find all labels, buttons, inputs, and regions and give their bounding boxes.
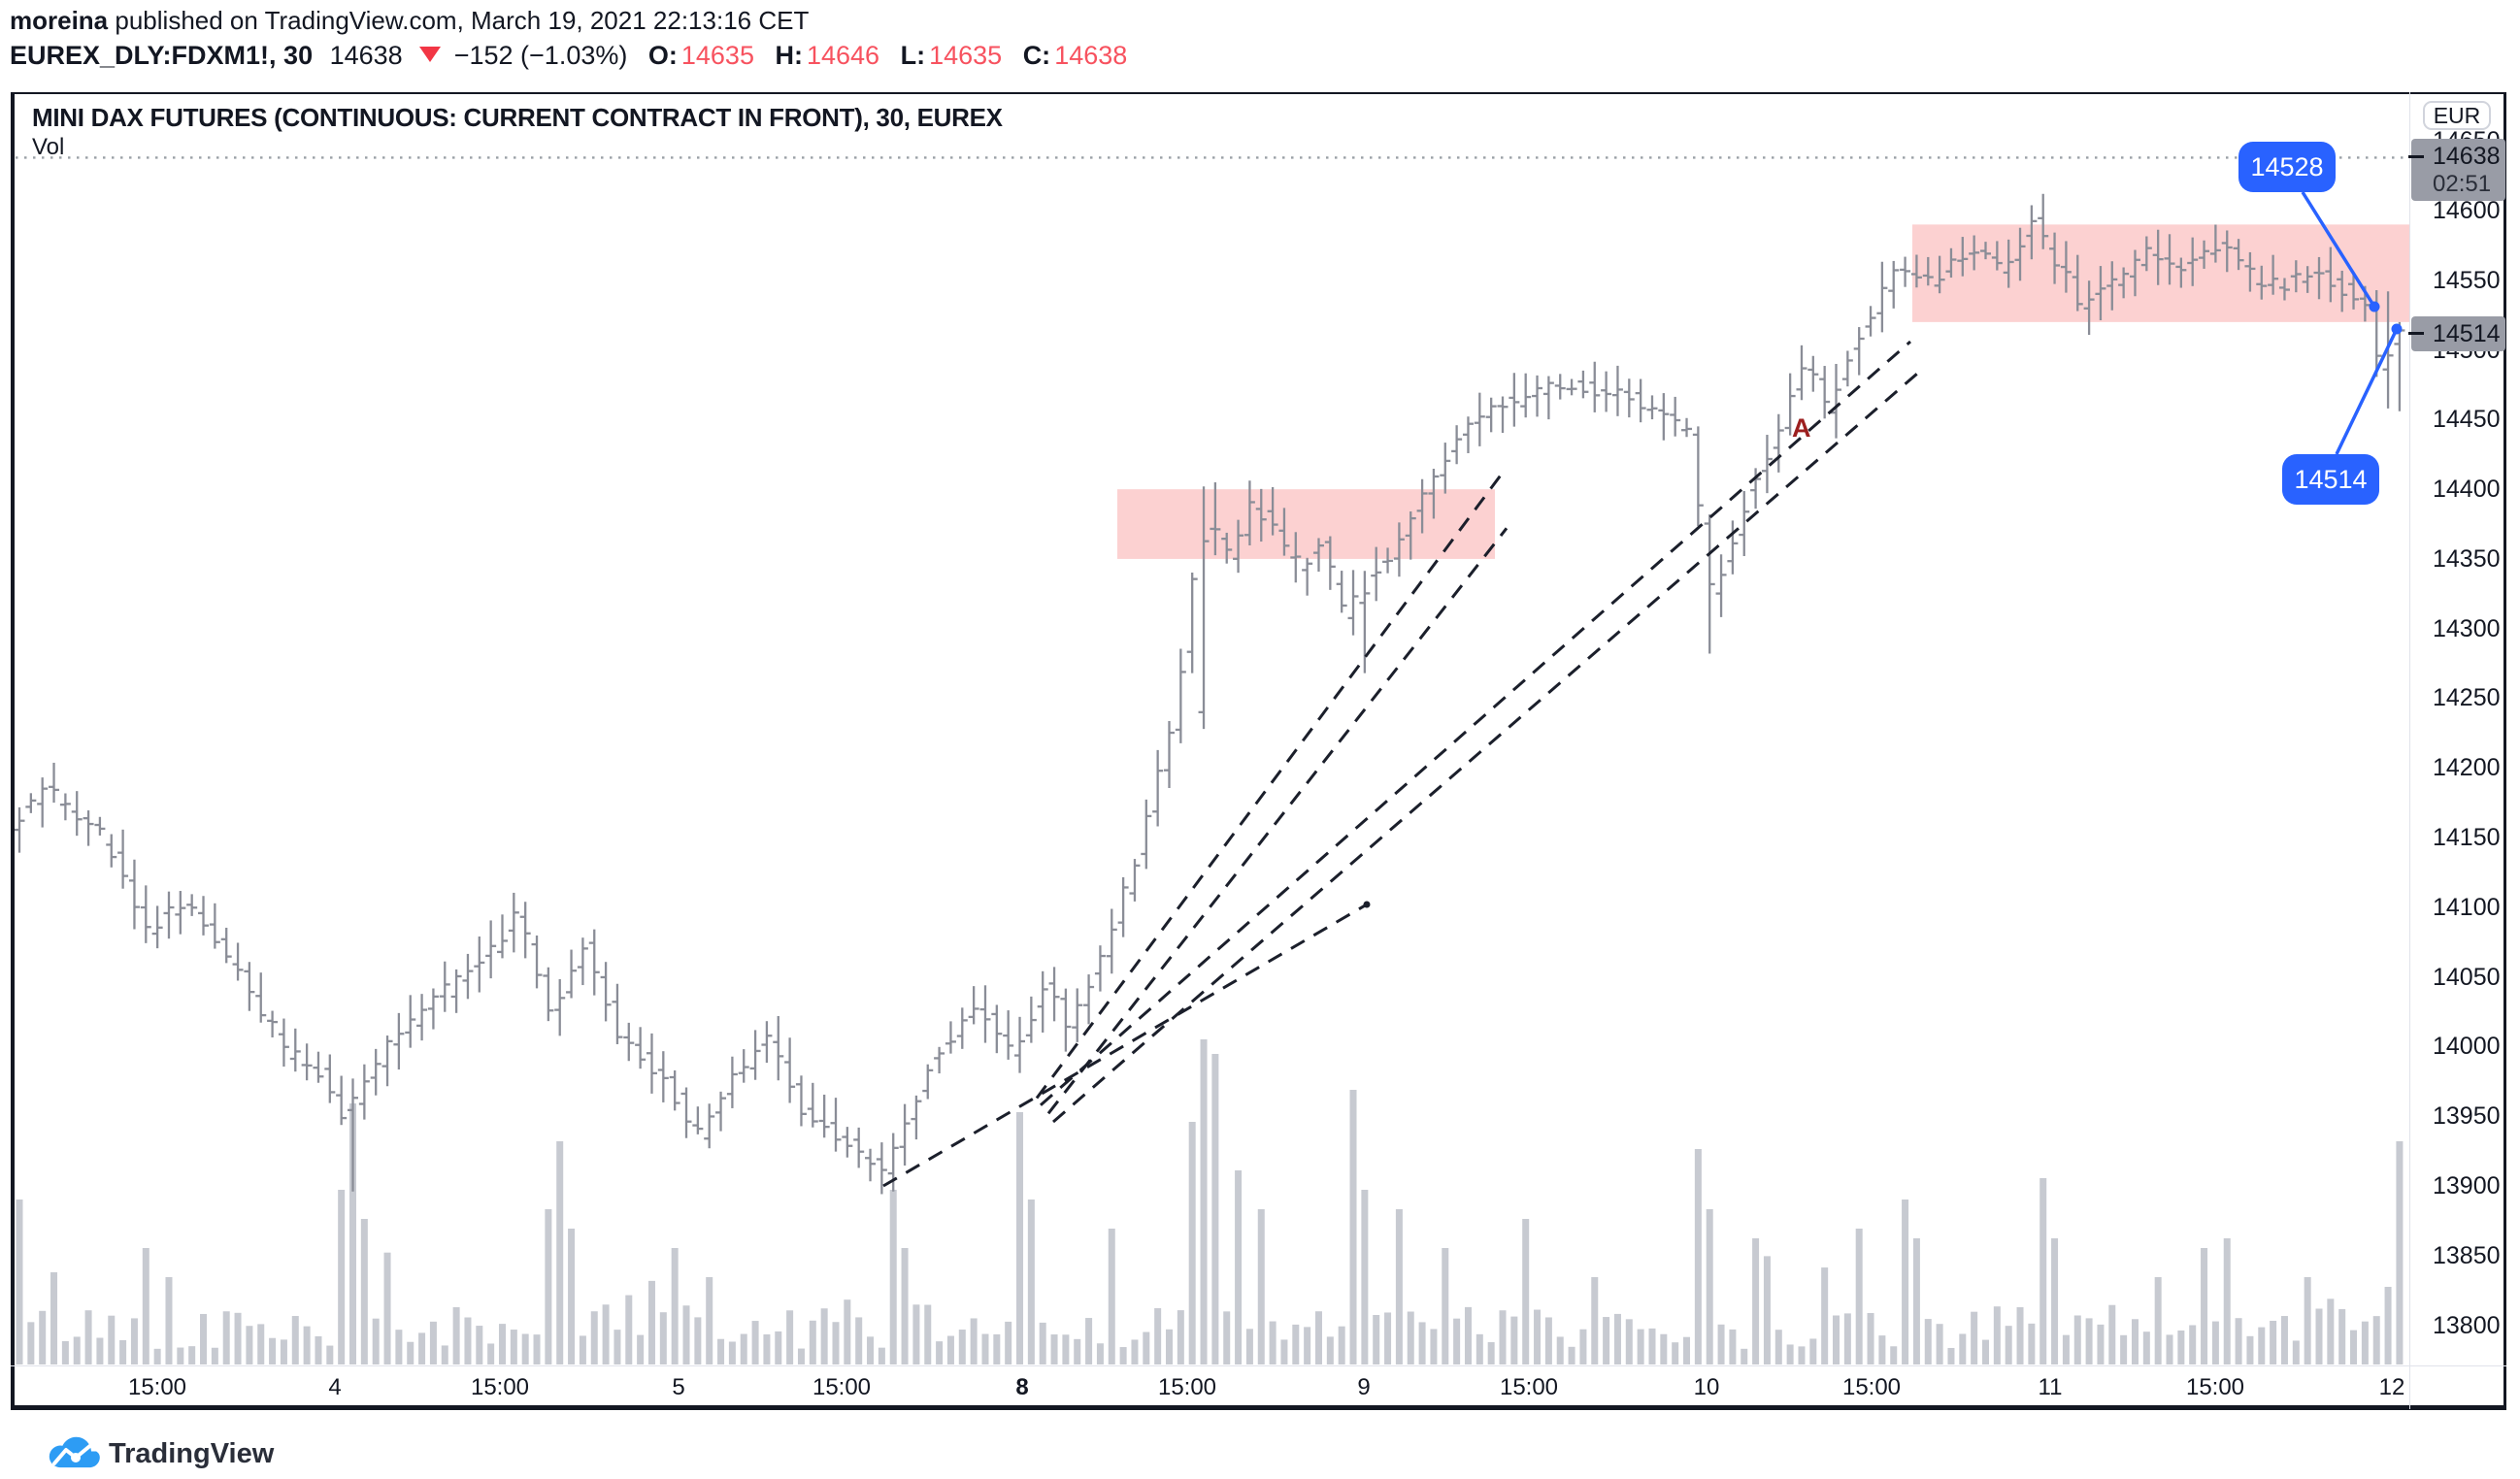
- published-text: published on TradingView.com, March 19, …: [108, 6, 810, 35]
- price-axis-tick-14150[interactable]: 14150: [2433, 824, 2501, 852]
- time-axis-tick-12-2464[interactable]: 12: [2378, 1374, 2405, 1400]
- current-price-value: 14638: [2433, 143, 2501, 170]
- volume-histogram: [16, 1039, 2404, 1364]
- time-axis-tick-1500-1928[interactable]: 15:00: [1841, 1374, 1902, 1400]
- time-axis-tick-11-2112[interactable]: 11: [2038, 1374, 2063, 1400]
- dashed-trendline-3: [1046, 527, 1509, 1115]
- tradingview-brand-text: TradingView: [109, 1438, 275, 1469]
- open-value: 14635: [680, 41, 754, 70]
- callout-line-low: [2335, 328, 2399, 455]
- price-axis-tick-13950[interactable]: 13950: [2433, 1102, 2501, 1131]
- current-price-label: 14638 02:51: [2411, 139, 2505, 201]
- price-axis-tick-13900[interactable]: 13900: [2433, 1171, 2501, 1200]
- time-axis-tick-5-699[interactable]: 5: [672, 1374, 685, 1400]
- price-axis-tick-14550[interactable]: 14550: [2433, 266, 2501, 294]
- price-axis-tick-14600[interactable]: 14600: [2433, 197, 2501, 224]
- supply-zone-1: [1117, 489, 1495, 559]
- open-key: O:: [647, 41, 678, 70]
- low-value: 14635: [929, 41, 1003, 70]
- time-axis-tick-1500-2282[interactable]: 15:00: [2185, 1374, 2245, 1400]
- callout-anchor-dot-high: [2369, 301, 2380, 312]
- tradingview-cloud-icon: [49, 1436, 100, 1468]
- time-axis-tick-1500-1575[interactable]: 15:00: [1499, 1374, 1559, 1400]
- supply-zone-2: [1912, 224, 2409, 322]
- chart-title: MINI DAX FUTURES (CONTINUOUS: CURRENT CO…: [32, 103, 1003, 132]
- time-axis-tick-4-345[interactable]: 4: [328, 1374, 342, 1400]
- bar-countdown: 02:51: [2433, 171, 2492, 197]
- last-close-tick: [2408, 332, 2424, 335]
- dashed-trendline-5: [1052, 368, 1923, 1124]
- callout-line-high: [2301, 191, 2376, 308]
- currency-toggle-button[interactable]: EUR: [2423, 101, 2491, 130]
- low-key: L:: [900, 41, 926, 70]
- price-callout-14514[interactable]: 14514: [2282, 454, 2379, 505]
- price-callout-14528[interactable]: 14528: [2238, 142, 2336, 192]
- close-key: C:: [1022, 41, 1051, 70]
- dashed-trendline-4: [1040, 340, 1911, 1106]
- price-axis-tick-13850[interactable]: 13850: [2433, 1241, 2501, 1269]
- published-line: moreina published on TradingView.com, Ma…: [10, 6, 809, 36]
- callout-low-text: 14514: [2294, 464, 2368, 494]
- price-axis-tick-14400[interactable]: 14400: [2433, 476, 2501, 504]
- a-text-marker[interactable]: A: [1792, 413, 1811, 443]
- price-axis-tick-14100[interactable]: 14100: [2433, 893, 2501, 921]
- time-axis-tick-1500-1223[interactable]: 15:00: [1157, 1374, 1217, 1400]
- ohlc-bars: [14, 193, 2405, 1195]
- price-axis-tick-14000[interactable]: 14000: [2433, 1033, 2501, 1061]
- price-axis-tick-14050[interactable]: 14050: [2433, 963, 2501, 991]
- price-axis-tick-14350[interactable]: 14350: [2433, 544, 2501, 573]
- callout-anchor-dot-low: [2391, 323, 2403, 335]
- time-axis-tick-8-1053[interactable]: 8: [1015, 1374, 1029, 1400]
- price-axis-tick-14250[interactable]: 14250: [2433, 684, 2501, 712]
- chart-frame: [11, 92, 2506, 1410]
- price-axis-tick-13800[interactable]: 13800: [2433, 1311, 2501, 1339]
- price-axis-tick-14300[interactable]: 14300: [2433, 614, 2501, 642]
- volume-indicator-label: Vol: [32, 134, 65, 160]
- trendline-end-dot: [1363, 901, 1371, 908]
- time-axis-tick-1500-515[interactable]: 15:00: [470, 1374, 530, 1400]
- callout-high-text: 14528: [2250, 151, 2324, 181]
- down-triangle-icon: [419, 47, 442, 62]
- price-axis-tick-14450[interactable]: 14450: [2433, 406, 2501, 434]
- time-axis-tick-1500-867[interactable]: 15:00: [812, 1374, 872, 1400]
- price-scale-separator: [2409, 92, 2410, 1409]
- time-scale-separator: [11, 1365, 2506, 1366]
- last-close-value: 14514: [2433, 320, 2501, 347]
- high-value: 14646: [806, 41, 880, 70]
- close-value: 14638: [1054, 41, 1128, 70]
- time-axis-tick-10-1758[interactable]: 10: [1693, 1374, 1720, 1400]
- symbol-ohlc-line: EUREX_DLY:FDXM1!, 30 14638 −152 (−1.03%)…: [10, 41, 1127, 71]
- time-axis-tick-1500-162[interactable]: 15:00: [127, 1374, 187, 1400]
- last-price: 14638: [329, 41, 403, 70]
- change-value: −152 (−1.03%): [453, 41, 628, 70]
- author-name: moreina: [10, 6, 109, 35]
- last-close-label: 14514: [2411, 316, 2505, 351]
- price-axis-tick-14200[interactable]: 14200: [2433, 754, 2501, 782]
- high-key: H:: [775, 41, 803, 70]
- current-price-tick: [2408, 155, 2424, 158]
- time-axis-tick-9-1405[interactable]: 9: [1357, 1374, 1371, 1400]
- symbol-name: EUREX_DLY:FDXM1!, 30: [10, 41, 314, 70]
- dashed-trendline-1: [882, 903, 1368, 1188]
